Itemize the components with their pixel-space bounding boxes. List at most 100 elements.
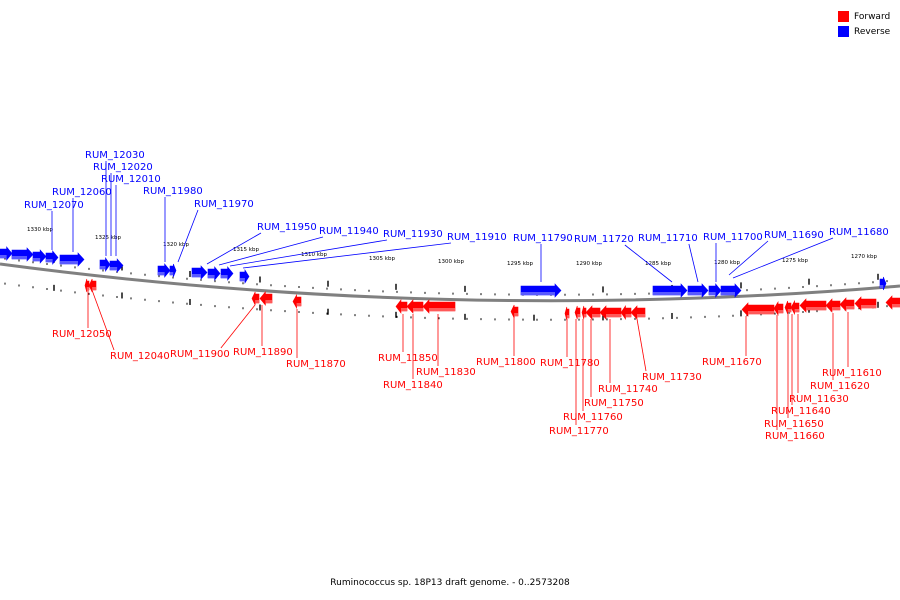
gene-label-forward: RUM_11800: [476, 357, 536, 368]
gene-arrow-shade: [625, 314, 631, 317]
reverse-gene-arrow: [11, 247, 34, 262]
gene-label-reverse: RUM_11950: [257, 222, 317, 233]
reverse-gene-arrow: [207, 266, 221, 281]
gene-label-reverse: RUM_12020: [93, 162, 153, 173]
forward-gene-arrow: [885, 295, 900, 310]
gene-label-reverse: RUM_11980: [143, 186, 203, 197]
reverse-gene-arrow: [220, 266, 234, 281]
gene-arrow-shade: [709, 292, 716, 295]
gene-arrow-shade: [806, 307, 826, 310]
legend-forward: Forward: [838, 9, 890, 24]
gene-label-forward: RUM_11850: [378, 353, 438, 364]
reverse-gene-arrow: [99, 257, 111, 272]
gene-arrow-shade: [12, 256, 27, 259]
forward-gene-arrow: [741, 302, 775, 317]
legend-reverse-swatch: [838, 26, 849, 37]
gene-label-forward: RUM_12040: [110, 351, 170, 362]
legend-forward-label: Forward: [854, 11, 891, 22]
ruler-label: 1275 kbp: [782, 258, 808, 264]
gene-arrow-shade: [577, 314, 580, 317]
reverse-gene-arrow: [720, 283, 742, 298]
reverse-gene-arrow: [45, 250, 59, 265]
gene-arrow-shade: [592, 314, 600, 317]
gene-label-forward: RUM_11750: [584, 398, 644, 409]
gene-label-reverse: RUM_11970: [194, 199, 254, 210]
gene-label-reverse: RUM_11710: [638, 233, 698, 244]
reverse-gene-arrow: [191, 265, 208, 280]
forward-gene-arrow: [599, 305, 622, 320]
gene-leader-line: [732, 237, 834, 279]
reverse-gene-arrow: [59, 252, 85, 267]
gene-label-forward: RUM_11740: [598, 384, 658, 395]
gene-leader-line: [91, 289, 115, 351]
gene-arrow-shade: [880, 285, 884, 288]
gene-leader-lines: [51, 161, 849, 430]
forward-gene-arrow: [630, 305, 646, 320]
gene-arrow-shade: [606, 314, 621, 317]
gene-leader-line: [636, 318, 647, 372]
gene-label-reverse: RUM_11690: [764, 230, 824, 241]
gene-arrow-shade: [0, 255, 7, 258]
gene-arrow-shade: [296, 303, 301, 306]
gene-arrow-shade: [721, 292, 735, 295]
gene-arrow-shade: [778, 310, 783, 313]
gene-arrow-shade: [892, 304, 900, 307]
forward-gene-arrow: [839, 297, 855, 312]
gene-arrow-shade: [240, 278, 245, 281]
forward-gene-arrow: [292, 293, 302, 310]
gene-label-forward: RUM_11660: [765, 431, 825, 442]
gene-arrow-shade: [86, 287, 89, 290]
forward-gene-arrow: [620, 305, 632, 320]
gene-leader-line: [220, 304, 256, 349]
forward-gene-arrow: [259, 291, 273, 306]
legend-forward-swatch: [838, 11, 849, 22]
forward-gene-arrow: [395, 299, 408, 314]
gene-label-forward: RUM_11670: [702, 357, 762, 368]
gene-arrow-shade: [429, 308, 455, 311]
gene-label-reverse: RUM_11680: [829, 227, 889, 238]
ruler-label: 1325 kbp: [95, 235, 121, 241]
gene-label-forward: RUM_11650: [764, 419, 824, 430]
gene-arrow-shade: [514, 313, 518, 316]
forward-gene-arrow: [84, 278, 90, 293]
gene-label-forward: RUM_11620: [810, 381, 870, 392]
forward-gene-arrow: [854, 296, 877, 311]
gene-label-reverse: RUM_12010: [101, 174, 161, 185]
gene-label-reverse: RUM_12060: [52, 187, 112, 198]
gene-arrow-shade: [158, 272, 165, 275]
forward-gene-arrow: [581, 305, 587, 320]
gene-label-forward: RUM_11640: [771, 406, 831, 417]
gene-label-reverse: RUM_11940: [319, 226, 379, 237]
reverse-gene-arrow: [157, 263, 171, 278]
gene-leader-line: [229, 239, 388, 267]
gene-leader-line: [218, 236, 324, 266]
ruler-labels: 1330 kbp 1325 kbp 1320 kbp 1315 kbp 1310 kbp…: [27, 227, 877, 267]
ruler-label: 1330 kbp: [27, 227, 53, 233]
gene-arrows: [0, 246, 900, 321]
legend-reverse: Reverse: [838, 24, 890, 39]
gene-arrow-shade: [566, 315, 569, 318]
gene-arrow-shade: [637, 314, 645, 317]
gene-arrow-shade: [255, 300, 259, 303]
gene-label-reverse: RUM_12030: [85, 150, 145, 161]
gene-label-forward: RUM_11840: [383, 380, 443, 391]
ruler-label: 1315 kbp: [233, 247, 259, 253]
forward-gene-arrow: [88, 278, 97, 293]
reverse-gene-arrow: [652, 283, 688, 298]
gene-label-forward: RUM_11610: [822, 368, 882, 379]
gene-arrow-shade: [221, 275, 228, 278]
gene-arrow-shade: [110, 267, 118, 270]
gene-label-forward: RUM_11760: [563, 412, 623, 423]
gene-arrow-shade: [60, 261, 78, 264]
gene-label-forward: RUM_12050: [52, 329, 112, 340]
reverse-gene-arrow: [32, 249, 47, 264]
ruler-label: 1305 kbp: [369, 256, 395, 262]
forward-gene-arrow: [825, 298, 841, 313]
forward-gene-arrow: [773, 300, 784, 317]
gene-leader-line: [728, 240, 769, 276]
gene-label-reverse: RUM_11930: [383, 229, 443, 240]
forward-gene-arrow: [799, 298, 827, 313]
gene-arrow-shade: [787, 309, 791, 312]
gene-arrow-shade: [688, 292, 702, 295]
gene-label-reverse: RUM_11720: [574, 234, 634, 245]
